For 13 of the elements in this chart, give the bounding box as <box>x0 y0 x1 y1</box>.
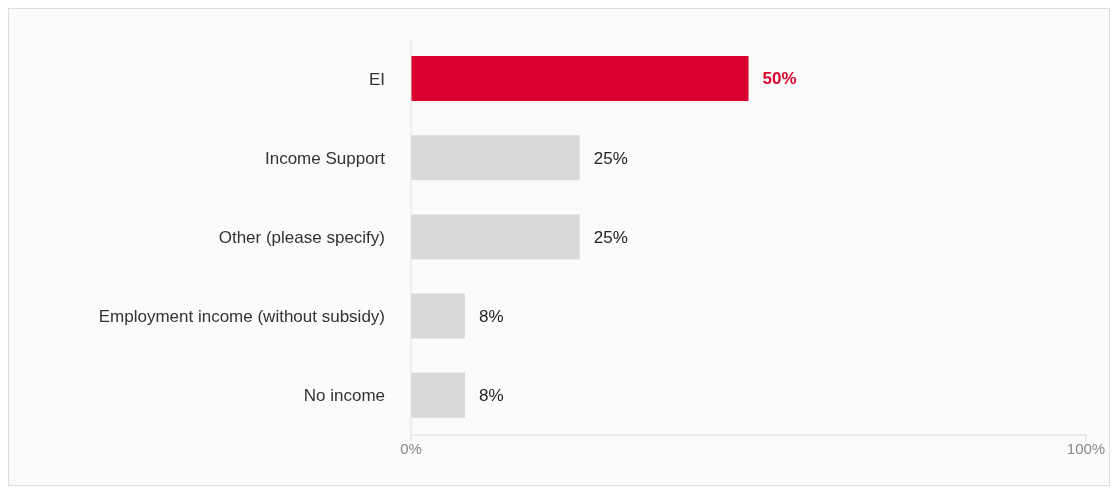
data-label: 25% <box>593 227 628 247</box>
y-tick-label: No income <box>303 386 385 406</box>
y-tick-label: Employment income (without subsidy) <box>98 307 385 327</box>
x-tick-label: 100% <box>1066 439 1106 457</box>
x-tick-label: 0% <box>400 439 422 457</box>
y-tick-label: EI <box>368 69 385 89</box>
y-tick-label: Other (please specify) <box>218 228 385 248</box>
bar <box>411 56 749 101</box>
data-label: 25% <box>593 148 628 168</box>
data-label: 8% <box>479 307 504 327</box>
y-tick-label: Income Support <box>264 148 386 168</box>
data-label: 8% <box>479 386 504 406</box>
data-label: 50% <box>762 69 797 89</box>
